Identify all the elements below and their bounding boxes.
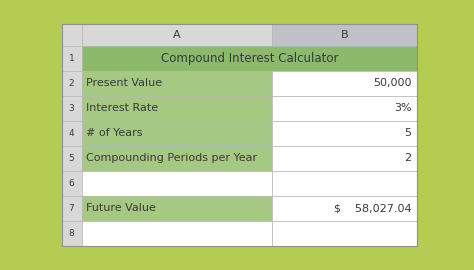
Text: 8: 8 [69,229,74,238]
Bar [62,96,82,121]
Text: 4: 4 [69,129,74,138]
Bar [272,196,417,221]
Bar [62,221,82,246]
Bar [82,146,272,171]
Bar [272,24,417,46]
Bar [62,146,82,171]
Text: 2: 2 [404,153,411,163]
Bar [272,121,417,146]
Text: 6: 6 [69,179,74,188]
Text: 1: 1 [69,54,74,63]
Text: Present Value: Present Value [86,78,163,88]
Bar [82,171,272,196]
Bar [62,24,417,246]
Bar [62,24,82,46]
Text: Compound Interest Calculator: Compound Interest Calculator [161,52,338,65]
Text: Future Value: Future Value [86,203,156,213]
Text: A: A [173,30,181,40]
Text: B: B [341,30,348,40]
Bar [272,221,417,246]
Bar [272,146,417,171]
Text: Compounding Periods per Year: Compounding Periods per Year [86,153,257,163]
Text: 50,000: 50,000 [373,78,411,88]
Bar [62,171,82,196]
Text: 5: 5 [69,154,74,163]
Text: 5: 5 [404,128,411,138]
Bar [82,46,417,71]
Text: 3%: 3% [394,103,411,113]
Text: 7: 7 [69,204,74,213]
Bar [272,171,417,196]
Bar [272,96,417,121]
Bar [82,71,272,96]
Text: $    58,027.04: $ 58,027.04 [334,203,411,213]
Bar [82,196,272,221]
Bar [82,24,272,46]
Bar [62,121,82,146]
Text: Interest Rate: Interest Rate [86,103,158,113]
Bar [62,196,82,221]
Bar [82,121,272,146]
Text: 2: 2 [69,79,74,88]
Bar [82,221,272,246]
Text: 3: 3 [69,104,74,113]
Bar [82,96,272,121]
Bar [62,46,82,71]
Bar [272,71,417,96]
Text: # of Years: # of Years [86,128,143,138]
Bar [62,71,82,96]
